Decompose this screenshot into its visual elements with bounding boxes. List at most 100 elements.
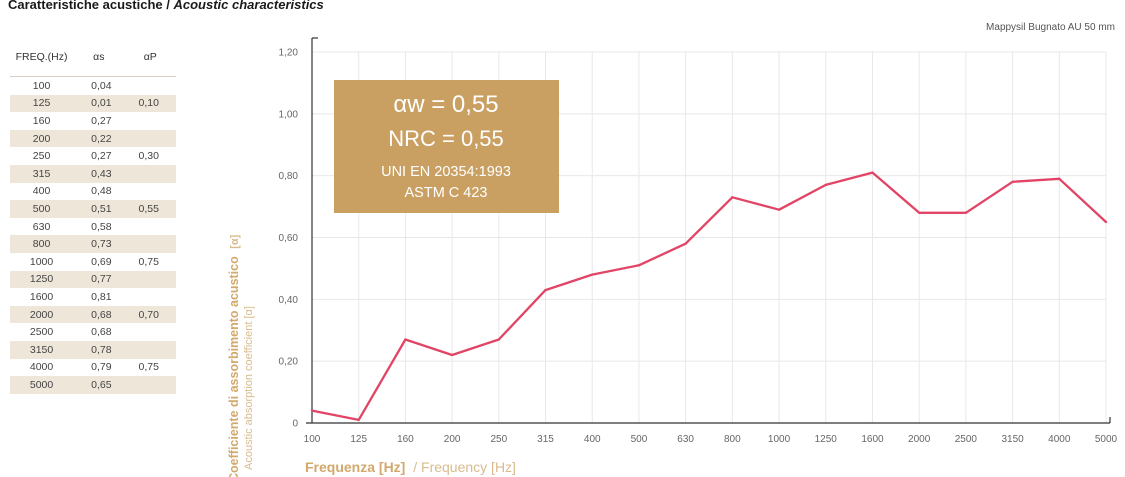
table-row: 315 0,43 [10,164,176,183]
info-box: αw = 0,55 NRC = 0,55 UNI EN 20354:1993 A… [334,80,559,213]
info-box-background [334,80,559,213]
x-tick-label: 630 [677,434,694,445]
x-tick-label: 3150 [1001,434,1024,445]
cell-frequency: 125 [10,94,74,113]
cell-alpha-p: 0,75 [138,361,159,374]
absorption-table: FREQ.(Hz) αs αP 100 0,04 125 0,01 0,10 160 0,2… [10,38,176,394]
table-row: 160 0,27 [10,112,176,130]
table-row: 3150 0,78 [10,340,176,359]
cell-alpha-s: 0,27 [91,114,112,127]
table-row: 125 0,01 0,10 [10,94,176,113]
table-row: 2500 0,68 [10,323,176,341]
cell-alpha-p [124,235,176,253]
line-layer [310,171,1108,422]
x-tick-label: 160 [397,434,414,445]
cell-frequency: 3150 [10,340,74,359]
x-tick-label: 100 [304,434,321,445]
table-row: 100 0,04 [10,77,176,95]
x-tick-label: 200 [444,434,461,445]
x-tick-label: 400 [584,434,601,445]
info-box-alpha-w: αw = 0,55 [393,91,498,118]
data-point [404,338,407,341]
cell-alpha-s: 0,78 [73,340,125,359]
x-tick-label: 5000 [1095,434,1118,445]
cell-alpha-s: 0,01 [73,94,125,113]
cell-alpha-s: 0,79 [91,361,112,374]
data-point [591,273,594,276]
cell-alpha-p [124,376,176,394]
title-english: Acoustic characteristics [173,0,324,12]
info-box-standard-uni: UNI EN 20354:1993 [381,164,511,180]
cell-frequency: 1600 [29,290,54,303]
table-row: 200 0,22 [10,129,176,148]
cell-alpha-s: 0,22 [73,129,125,148]
data-point [871,171,874,174]
y-axis-label-italian: Coefficiente di assorbimento acustico [α… [227,234,241,477]
cell-alpha-p [124,164,176,183]
cell-frequency: 1250 [10,270,74,289]
cell-alpha-s: 0,68 [73,305,125,324]
cell-frequency: 2500 [29,326,54,339]
cell-frequency: 4000 [29,361,54,374]
data-point [731,196,734,199]
table-row: 400 0,48 [10,183,176,201]
info-box-nrc: NRC = 0,55 [388,126,504,151]
cell-alpha-s: 0,58 [91,220,112,233]
x-tick-label: 2000 [908,434,931,445]
data-point [964,211,968,214]
x-tick-label: 1600 [861,434,884,445]
header-alpha-s: αs [73,38,125,77]
cell-frequency: 100 [32,79,51,92]
table-row: 1000 0,69 0,75 [10,253,176,271]
x-tick-label: 250 [490,434,507,445]
x-tick-label: 1250 [815,434,838,445]
cell-alpha-s: 0,69 [91,255,112,268]
x-axis-label: Frequenza [Hz] / Frequency [Hz] [305,459,516,475]
cell-alpha-p: 0,70 [124,305,176,324]
x-tick-label: 500 [631,434,648,445]
cell-alpha-s: 0,81 [91,290,112,303]
table-row: 800 0,73 [10,235,176,253]
cell-alpha-s: 0,65 [73,376,125,394]
table-row: 250 0,27 0,30 [10,147,176,165]
cell-alpha-s: 0,48 [91,185,112,198]
data-point [450,353,454,357]
data-point [777,208,781,211]
cell-alpha-s: 0,04 [91,79,112,92]
info-box-standard-astm: ASTM C 423 [405,185,488,201]
data-point [544,288,547,292]
y-axis-label-english: Acoustic absorption coefficient [α] [243,306,255,470]
y-tick-label: 1,20 [279,48,299,59]
data-point [637,264,641,267]
cell-alpha-p: 0,55 [124,200,176,218]
cell-frequency: 630 [32,220,51,233]
cell-frequency: 250 [32,150,51,163]
cell-frequency: 5000 [10,376,74,394]
cell-frequency: 500 [10,200,74,218]
page-title: Caratteristiche acustiche / Acoustic cha… [8,0,324,12]
cell-frequency: 800 [10,235,74,253]
y-tick-label: 0,60 [279,233,299,244]
data-point [824,183,827,187]
x-tick-label: 315 [537,434,554,445]
cell-frequency: 315 [10,164,74,183]
header-alpha-p: αP [124,38,176,77]
cell-frequency: 160 [32,114,51,127]
cell-frequency: 400 [32,185,51,198]
cell-alpha-p: 0,30 [138,150,159,163]
data-point [497,338,501,341]
data-point [1011,180,1014,184]
title-italian: Caratteristiche acustiche / [8,0,174,12]
y-tick-label: 0,40 [279,295,299,306]
data-point [357,418,360,422]
data-point [1058,177,1061,180]
series-line [311,171,1107,422]
cell-frequency: 1000 [29,255,54,268]
cell-alpha-s: 0,51 [73,200,125,218]
table-header-row: FREQ.(Hz) αs αP [10,38,176,77]
cell-alpha-p [124,270,176,289]
product-name: Mappysil Bugnato AU 50 mm [986,22,1115,33]
x-tick-label: 4000 [1048,434,1071,445]
cell-frequency: 200 [10,129,74,148]
